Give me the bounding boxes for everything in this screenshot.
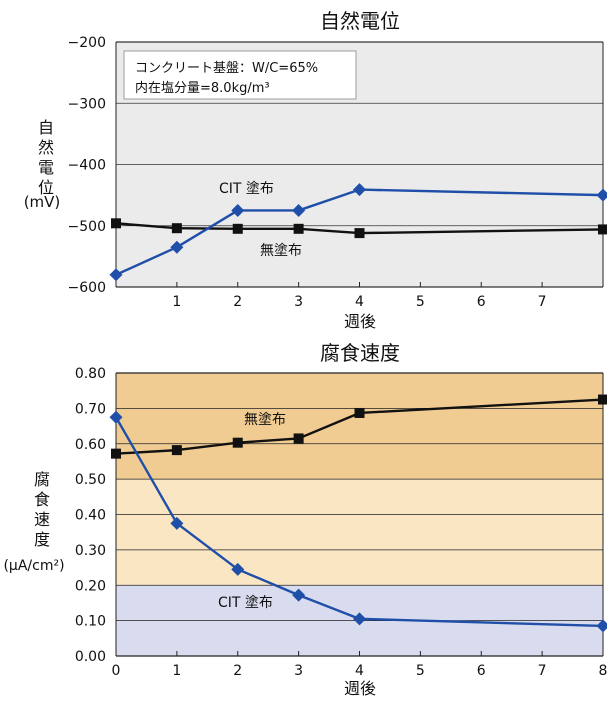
substrate-info-line-2: 内在塩分量=8.0kg/m³ — [135, 80, 270, 96]
substrate-info-line-1: コンクリート基盤：W/C=65% — [135, 61, 318, 76]
potential-legend-cit: CIT 塗布 — [219, 180, 274, 197]
corrosion-xtick-2: 2 — [233, 663, 242, 679]
potential-uncoated-point-2 — [233, 224, 243, 234]
corrosion-chart-title: 腐食速度 — [320, 341, 400, 365]
corrosion-ytick-8: 0.00 — [75, 649, 106, 665]
potential-ytick-1: −300 — [68, 96, 106, 112]
corrosion-uncoated-point-2 — [233, 438, 243, 448]
potential-xtick-1: 2 — [233, 294, 242, 310]
potential-chart: 自然電位 −200 −300 −400 −500 −600 1 2 3 4 5 6 7 コンクリート… — [24, 9, 607, 331]
potential-y-tick-labels: −200 −300 −400 −500 −600 — [68, 35, 106, 296]
corrosion-band-0 — [116, 373, 603, 479]
potential-xlabel: 週後 — [344, 312, 376, 331]
corrosion-ylabel-char-3: 速 — [34, 510, 50, 529]
potential-xtick-0: 1 — [172, 294, 181, 310]
potential-uncoated-point-5 — [598, 224, 607, 234]
potential-uncoated-point-3 — [294, 224, 304, 234]
potential-ytick-2: −400 — [68, 158, 106, 174]
corrosion-ytick-7: 0.10 — [75, 614, 106, 630]
potential-xtick-2: 3 — [294, 294, 303, 310]
corrosion-ytick-4: 0.40 — [75, 508, 106, 524]
corrosion-ytick-2: 0.60 — [75, 437, 106, 453]
potential-ylabel-char-3: 電 — [38, 158, 54, 177]
corrosion-ylabel-char-2: 食 — [34, 490, 50, 509]
corrosion-ylabel-char-4: 度 — [34, 530, 50, 549]
corrosion-xtick-4: 4 — [355, 663, 364, 679]
potential-ytick-4: −600 — [68, 280, 106, 296]
corrosion-x-tick-labels: 0 1 2 3 4 5 6 7 8 — [112, 663, 607, 679]
potential-xtick-3: 4 — [355, 294, 364, 310]
corrosion-legend-cit: CIT 塗布 — [218, 594, 273, 611]
potential-ylabel-char-1: 自 — [38, 118, 54, 137]
corrosion-ytick-1: 0.70 — [75, 401, 106, 417]
corrosion-xlabel: 週後 — [344, 679, 376, 697]
corrosion-xtick-7: 7 — [538, 663, 547, 679]
potential-ytick-0: −200 — [68, 35, 106, 51]
potential-xtick-5: 6 — [477, 294, 486, 310]
corrosion-xtick-1: 1 — [172, 663, 181, 679]
corrosion-yunit: (μA/cm²) — [3, 558, 64, 574]
corrosion-legend-uncoated: 無塗布 — [244, 411, 286, 428]
potential-ytick-3: −500 — [68, 219, 106, 235]
corrosion-ytick-3: 0.50 — [75, 472, 106, 488]
corrosion-uncoated-point-0 — [111, 449, 121, 459]
potential-uncoated-point-0 — [111, 218, 121, 228]
corrosion-chart: 腐食速度 0.80 0.70 0.60 0.50 0.40 0.30 0.20 0.10 0.0… — [3, 341, 607, 697]
corrosion-xtick-6: 6 — [477, 663, 486, 679]
corrosion-uncoated-point-3 — [294, 433, 304, 443]
potential-legend-uncoated: 無塗布 — [260, 242, 302, 259]
corrosion-xtick-8: 8 — [599, 663, 607, 679]
potential-uncoated-point-4 — [355, 228, 365, 238]
corrosion-uncoated-point-5 — [598, 395, 607, 405]
potential-uncoated-point-1 — [172, 223, 182, 233]
potential-x-tick-labels: 1 2 3 4 5 6 7 — [172, 294, 546, 310]
potential-yunit: (mV) — [24, 193, 61, 211]
corrosion-ytick-5: 0.30 — [75, 543, 106, 559]
potential-chart-title: 自然電位 — [320, 9, 400, 33]
corrosion-y-tick-labels: 0.80 0.70 0.60 0.50 0.40 0.30 0.20 0.10 0.00 — [75, 366, 106, 665]
corrosion-ytick-0: 0.80 — [75, 366, 106, 382]
corrosion-uncoated-point-1 — [172, 445, 182, 455]
corrosion-ytick-6: 0.20 — [75, 578, 106, 594]
potential-xtick-6: 7 — [538, 294, 547, 310]
corrosion-ylabel-char-1: 腐 — [34, 470, 50, 489]
corrosion-uncoated-point-4 — [355, 408, 365, 418]
corrosion-xtick-3: 3 — [294, 663, 303, 679]
corrosion-xtick-5: 5 — [416, 663, 425, 679]
potential-xtick-4: 5 — [416, 294, 425, 310]
corrosion-xtick-0: 0 — [112, 663, 121, 679]
potential-ylabel-char-2: 然 — [38, 138, 54, 157]
